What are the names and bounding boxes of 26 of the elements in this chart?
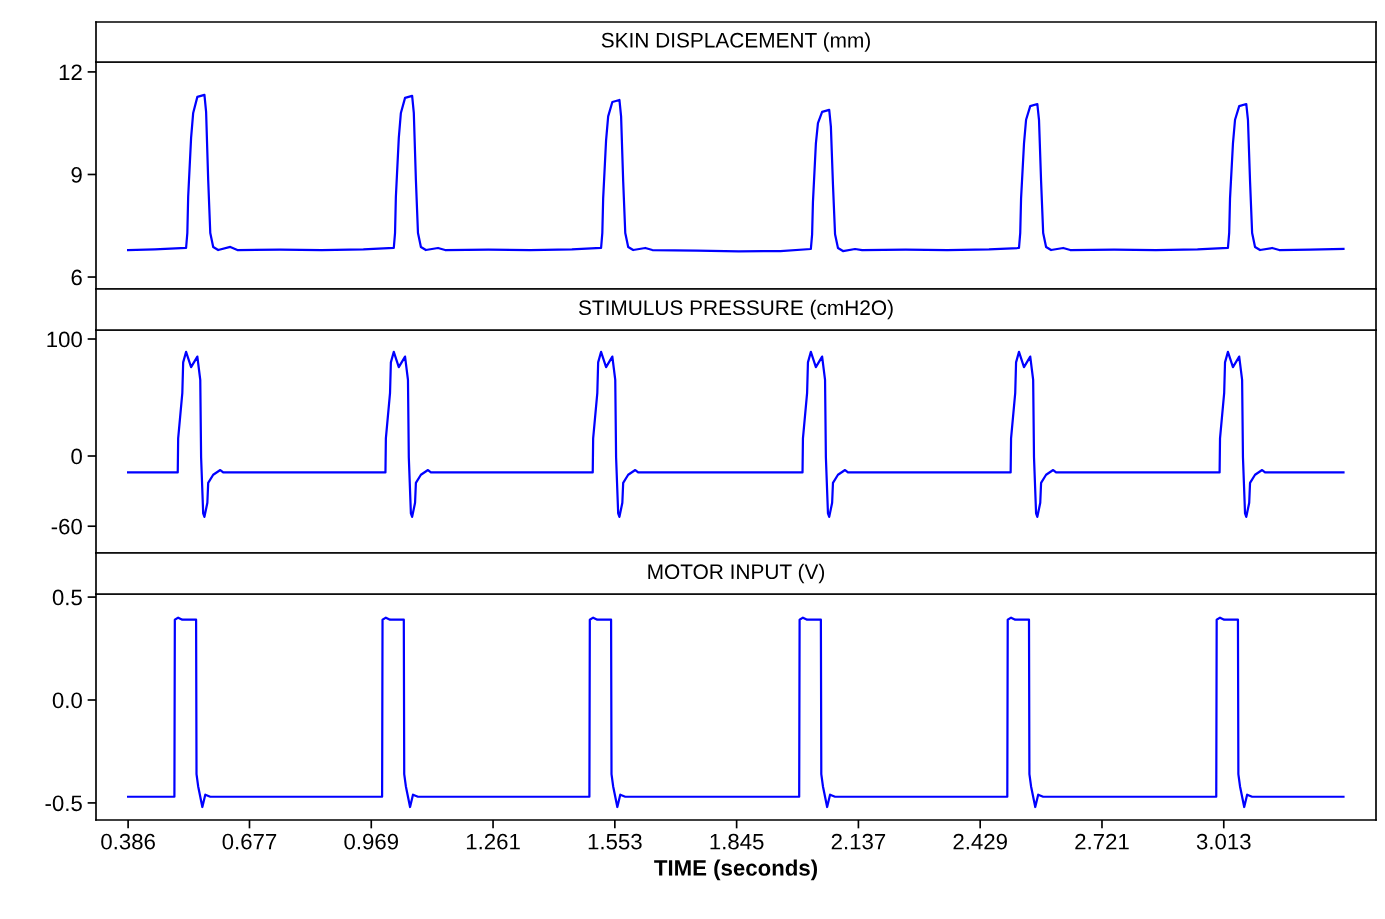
y-tick-label: -0.5 xyxy=(45,795,82,812)
x-tick-label: 2.429 xyxy=(953,833,1007,850)
y-tick-label: 0 xyxy=(71,448,82,465)
chart-title: SKIN DISPLACEMENT (mm) xyxy=(601,32,870,52)
x-tick-label: 3.013 xyxy=(1196,833,1251,850)
chart-title: STIMULUS PRESSURE (cmH2O) xyxy=(578,299,893,320)
line-series xyxy=(127,93,1345,253)
x-tick-label: 0.969 xyxy=(344,833,399,850)
x-tick-label: 1.845 xyxy=(710,833,764,850)
x-tick-label: 1.553 xyxy=(588,833,642,850)
y-tick-label: 9 xyxy=(71,167,82,183)
x-tick-label: 0.386 xyxy=(101,833,155,850)
line-series xyxy=(127,616,1345,809)
y-tick-label: 100 xyxy=(47,331,82,348)
x-axis-title: TIME (seconds) xyxy=(654,859,818,881)
x-tick-label: 2.721 xyxy=(1075,833,1129,850)
y-tick-label: 6 xyxy=(71,269,82,286)
x-tick-label: 2.137 xyxy=(831,833,886,850)
y-tick-label: 0.5 xyxy=(52,589,82,606)
x-tick-label: 0.677 xyxy=(222,833,277,850)
chart-title: MOTOR INPUT (V) xyxy=(648,563,825,584)
line-series xyxy=(127,350,1345,518)
y-tick-label: 0.0 xyxy=(52,692,82,709)
y-tick-label: -60 xyxy=(51,518,82,535)
x-tick-label: 1.261 xyxy=(466,833,520,850)
y-tick-label: 12 xyxy=(59,64,82,80)
